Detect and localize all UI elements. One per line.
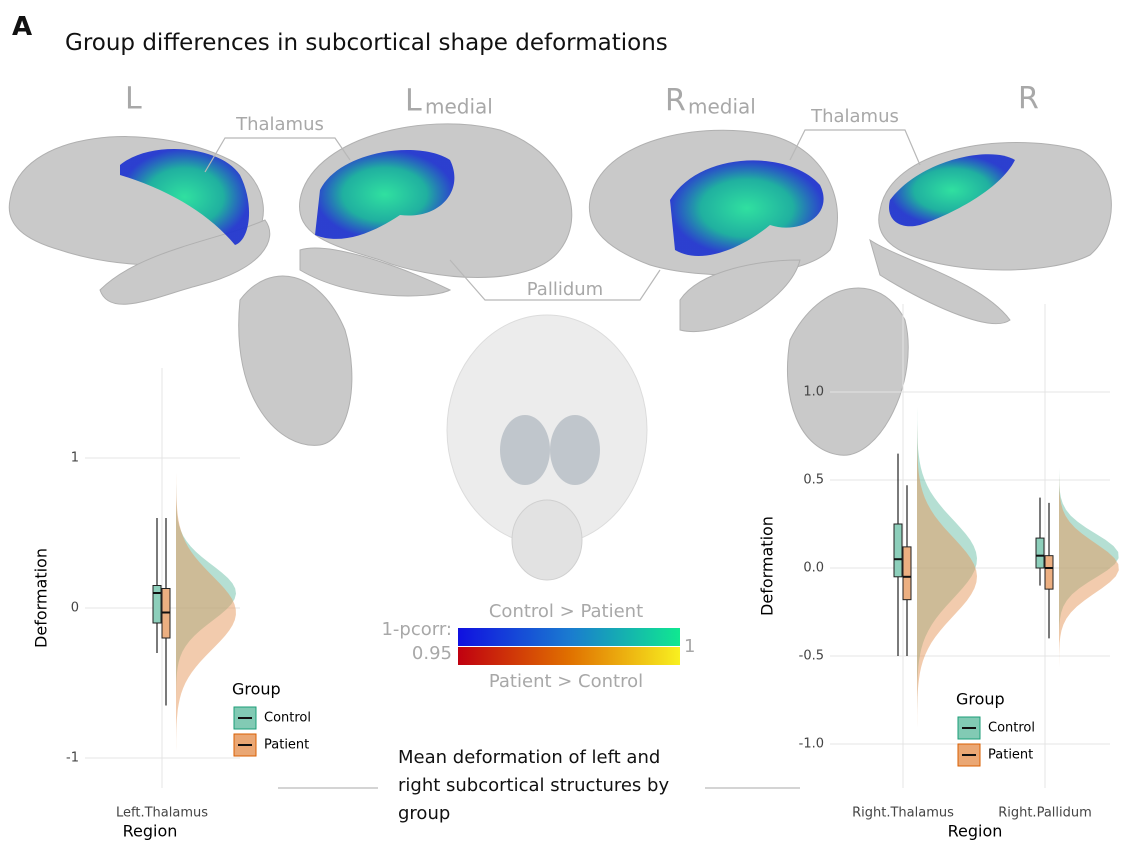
caption: Mean deformation of left and right subco… — [398, 744, 698, 828]
view-label: R — [1018, 82, 1039, 117]
view-label-sub: medial — [425, 95, 493, 119]
x-tick-label: Right.Pallidum — [998, 806, 1092, 821]
view-label: R — [665, 84, 686, 119]
y-tick-label: 0 — [71, 601, 79, 616]
legend-label: Control — [264, 711, 311, 726]
y-tick-label: 0.0 — [803, 561, 824, 576]
structure-label: Thalamus — [810, 106, 899, 127]
legend-title: Group — [232, 680, 281, 699]
y-tick-label: 1 — [71, 451, 79, 466]
figure: L L medial R medial R Thalamus Thalamus … — [0, 0, 1122, 842]
structure-label: Thalamus — [235, 114, 324, 135]
y-tick-label: -0.5 — [799, 649, 824, 664]
colorbar-label: Patient > Control — [489, 671, 643, 692]
legend-label: Patient — [988, 748, 1033, 763]
y-tick-label: -1 — [66, 751, 79, 766]
panel-label: A — [12, 12, 32, 42]
y-tick-label: -1.0 — [799, 737, 824, 752]
x-axis-label: Region — [123, 822, 178, 841]
colorbar: Control > Patient Patient > Control 1-pc… — [381, 601, 695, 692]
y-axis-label: Deformation — [758, 516, 777, 616]
box — [903, 547, 911, 600]
colorbar-metric: 1-pcorr: — [381, 619, 452, 640]
view-label-sub: medial — [688, 95, 756, 119]
legend-label: Control — [988, 721, 1035, 736]
box — [1045, 556, 1053, 589]
box — [1036, 538, 1044, 568]
x-axis-label: Region — [948, 822, 1003, 841]
figure-canvas: L L medial R medial R Thalamus Thalamus … — [0, 0, 1122, 842]
colorbar-min: 0.95 — [412, 643, 452, 664]
structure-label: Pallidum — [527, 279, 603, 300]
y-tick-label: 1.0 — [803, 385, 824, 400]
y-axis-label: Deformation — [32, 548, 51, 648]
legend-title: Group — [956, 690, 1005, 709]
colorbar-max: 1 — [684, 636, 695, 657]
colorbar-positive — [458, 628, 680, 646]
colorbar-negative — [458, 647, 680, 665]
x-tick-label: Right.Thalamus — [852, 806, 954, 821]
view-label: L — [125, 82, 142, 117]
box — [894, 524, 902, 577]
plot: -1 0 1 Left.Thalamus Deformation Region Group C… — [32, 368, 312, 841]
box — [153, 586, 161, 624]
x-tick-label: Left.Thalamus — [116, 806, 208, 821]
legend-label: Patient — [264, 738, 309, 753]
view-label: L — [405, 84, 422, 119]
plot: -1.0 -0.5 0.0 0.5 1.0 Right.Thalamus Right.Pal… — [758, 304, 1119, 841]
figure-title: Group differences in subcortical shape d… — [65, 30, 668, 56]
y-tick-label: 0.5 — [803, 473, 824, 488]
colorbar-label: Control > Patient — [489, 601, 643, 622]
